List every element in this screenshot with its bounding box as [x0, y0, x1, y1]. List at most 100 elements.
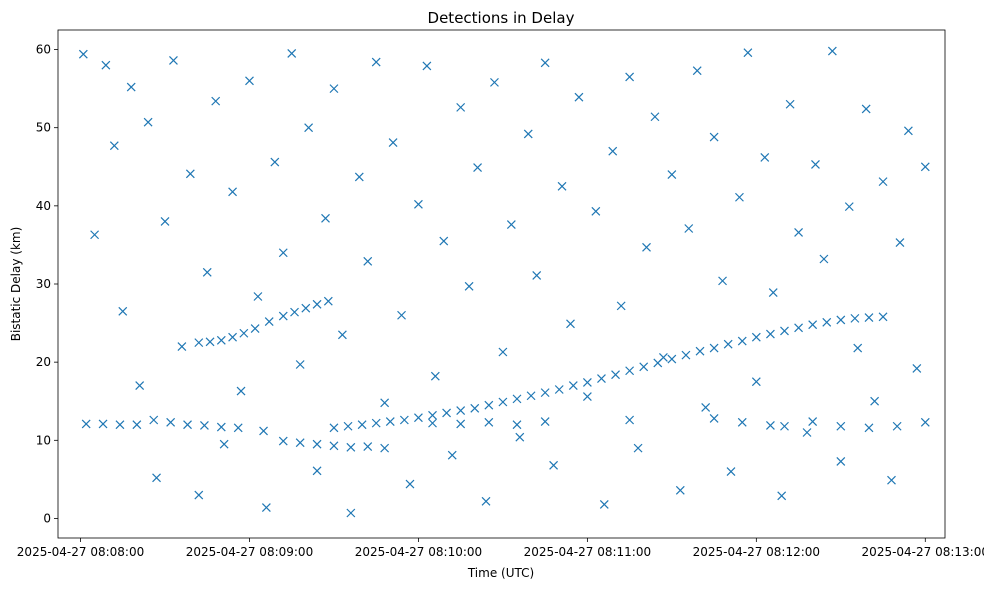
data-point: [895, 238, 905, 248]
y-tick-label: 50: [36, 121, 51, 135]
data-point: [363, 442, 373, 451]
data-point: [737, 336, 747, 346]
x-axis-label: Time (UTC): [467, 566, 534, 580]
data-point: [98, 419, 108, 429]
data-point: [794, 227, 803, 237]
data-point: [169, 56, 178, 65]
data-point: [200, 421, 209, 430]
data-point: [625, 415, 635, 425]
data-point: [735, 192, 744, 202]
data-point: [149, 415, 159, 425]
data-point: [737, 417, 747, 427]
x-axis: 2025-04-27 08:08:00 2025-04-27 08:09:00 20…: [17, 538, 984, 559]
data-point: [228, 332, 238, 342]
data-point: [253, 292, 263, 301]
data-point: [557, 181, 567, 191]
data-point: [388, 138, 398, 147]
data-point: [301, 303, 311, 313]
data-point: [540, 417, 550, 426]
data-point: [371, 418, 381, 428]
data-point: [887, 475, 896, 485]
data-point: [233, 423, 243, 433]
data-point: [428, 410, 437, 420]
data-point: [185, 169, 195, 179]
data-point: [464, 281, 474, 291]
data-point: [312, 299, 322, 309]
data-point: [802, 428, 812, 437]
data-point: [808, 320, 818, 330]
data-point: [878, 177, 888, 187]
y-tick-label: 10: [36, 433, 51, 447]
data-point: [625, 366, 635, 376]
data-point: [211, 96, 221, 106]
data-point: [675, 485, 685, 495]
data-point: [819, 254, 829, 264]
data-point: [709, 343, 719, 353]
data-point: [228, 187, 238, 197]
data-point: [321, 213, 330, 223]
data-point: [723, 339, 733, 349]
x-tick-label: 2025-04-27 08:12:00: [693, 545, 820, 559]
data-point: [380, 398, 390, 408]
data-point: [337, 330, 347, 340]
data-point: [912, 363, 922, 373]
data-point: [667, 170, 677, 180]
data-point: [780, 421, 789, 431]
data-point: [278, 311, 288, 321]
data-point: [574, 92, 584, 102]
data-point: [633, 443, 643, 453]
data-point: [202, 267, 212, 277]
data-point: [751, 377, 761, 387]
data-point: [709, 132, 719, 142]
data-point: [456, 419, 466, 429]
data-point: [808, 417, 818, 426]
data-point: [354, 172, 364, 182]
data-point: [515, 432, 525, 442]
data-point: [920, 417, 930, 427]
data-point: [219, 439, 229, 449]
x-tick-label: 2025-04-27 08:13:00: [862, 545, 984, 559]
data-point: [512, 394, 522, 404]
y-axis: 0 10 20 30 40 50 60: [36, 43, 58, 525]
x-tick-label: 2025-04-27 08:08:00: [17, 545, 144, 559]
data-point: [568, 381, 578, 391]
data-point: [278, 248, 288, 258]
data-point: [312, 439, 322, 449]
data-point: [836, 421, 846, 431]
data-point: [439, 236, 449, 246]
data-point: [78, 49, 88, 59]
data-point: [650, 112, 660, 122]
x-tick-label: 2025-04-27 08:09:00: [186, 545, 313, 559]
data-point: [639, 362, 649, 372]
data-point: [616, 301, 626, 311]
data-point: [484, 400, 494, 410]
data-point: [295, 360, 305, 369]
data-point: [371, 57, 381, 67]
data-point: [599, 499, 609, 509]
data-point: [304, 123, 314, 133]
data-point: [109, 141, 119, 151]
data-point: [177, 342, 187, 351]
data-point: [765, 421, 775, 430]
data-point: [295, 438, 305, 448]
data-point: [216, 422, 226, 432]
data-point: [861, 104, 871, 114]
data-point: [312, 466, 322, 476]
data-point: [903, 126, 913, 136]
data-point: [287, 49, 297, 58]
data-point: [397, 310, 406, 320]
data-point: [245, 76, 254, 86]
data-point: [532, 270, 542, 280]
data-point: [625, 72, 635, 82]
data-point: [270, 157, 280, 167]
data-point: [239, 328, 249, 338]
data-point: [549, 460, 559, 470]
data-point: [346, 508, 356, 518]
data-point: [259, 426, 268, 436]
data-point: [667, 354, 677, 364]
data-point: [591, 206, 601, 216]
data-point: [684, 224, 694, 233]
data-point: [892, 421, 902, 431]
y-tick-label: 40: [36, 199, 51, 213]
